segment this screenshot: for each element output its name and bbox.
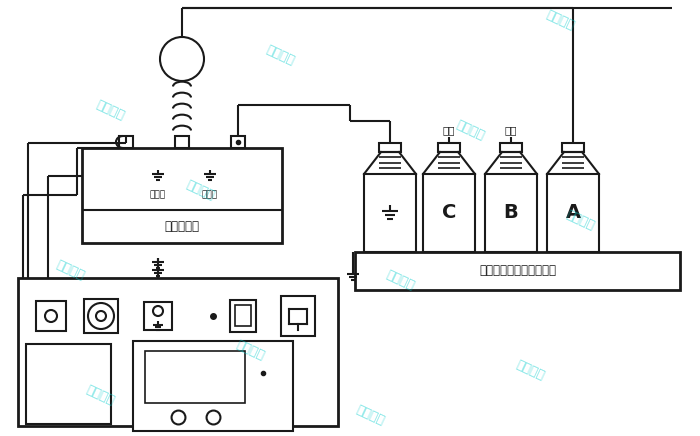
Bar: [26, 344, 111, 424]
Bar: [423, 174, 475, 252]
Bar: [82, 148, 282, 243]
Bar: [235, 305, 251, 326]
Bar: [144, 302, 172, 330]
Circle shape: [160, 37, 204, 81]
Text: 微安电力: 微安电力: [354, 403, 386, 427]
Circle shape: [45, 310, 57, 322]
Text: 微安电力: 微安电力: [94, 98, 126, 122]
Circle shape: [153, 306, 163, 316]
Bar: [133, 341, 293, 431]
Text: 悬空: 悬空: [505, 125, 517, 135]
Text: 微安电力: 微安电力: [384, 268, 416, 292]
Bar: [84, 299, 118, 333]
Bar: [145, 351, 245, 403]
Bar: [500, 143, 522, 152]
Text: 有串联间隙过电压保护器: 有串联间隙过电压保护器: [479, 265, 556, 277]
Bar: [230, 300, 256, 332]
Text: 试品地: 试品地: [202, 190, 218, 199]
Text: 微安电力: 微安电力: [454, 118, 486, 142]
Text: B: B: [503, 204, 519, 222]
Text: 微安电力: 微安电力: [54, 258, 86, 282]
Text: 微安电力: 微安电力: [84, 383, 116, 407]
Text: 微安电力: 微安电力: [264, 43, 296, 67]
Bar: [355, 252, 680, 290]
Text: 微安电力: 微安电力: [544, 8, 576, 32]
Text: 试验变压器: 试验变压器: [164, 221, 200, 234]
Text: A: A: [566, 204, 580, 222]
Bar: [36, 301, 66, 331]
Text: 悬空: 悬空: [442, 125, 455, 135]
Text: 微安电力: 微安电力: [234, 338, 266, 362]
Bar: [562, 143, 584, 152]
Text: C: C: [442, 204, 456, 222]
Bar: [438, 143, 460, 152]
Bar: [547, 174, 599, 252]
Bar: [364, 174, 416, 252]
Bar: [379, 143, 401, 152]
Text: 微安电力: 微安电力: [514, 358, 546, 382]
Bar: [18, 278, 338, 426]
Circle shape: [96, 311, 106, 321]
Bar: [175, 136, 189, 148]
Text: 仪器地: 仪器地: [150, 190, 166, 199]
Text: 微安电力: 微安电力: [564, 208, 596, 232]
Bar: [119, 136, 133, 148]
Circle shape: [88, 303, 114, 329]
Bar: [485, 174, 537, 252]
Bar: [281, 296, 315, 336]
Text: 微安电力: 微安电力: [183, 178, 216, 202]
Bar: [231, 136, 245, 148]
